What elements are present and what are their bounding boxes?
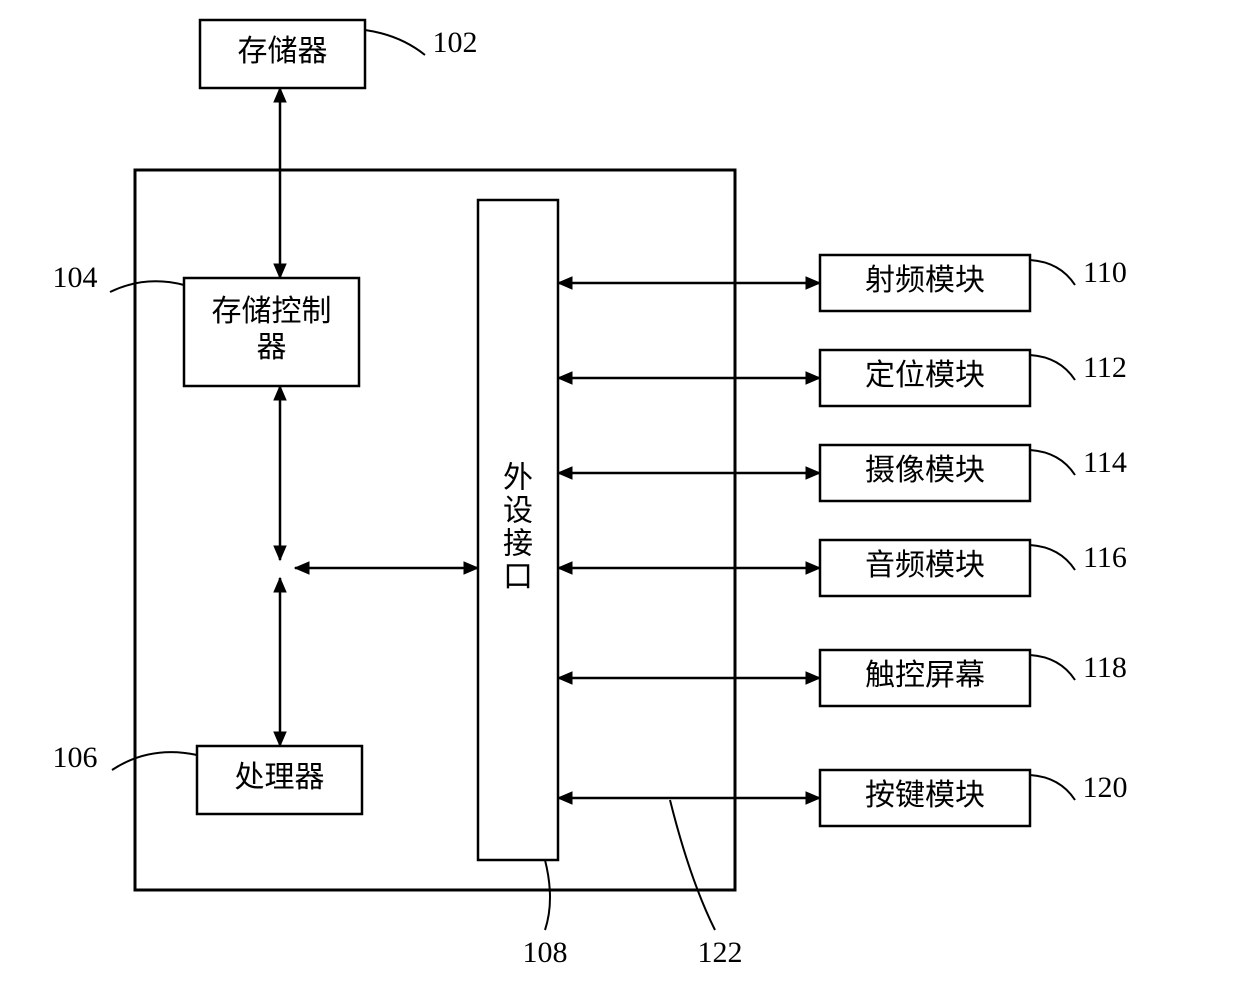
label-periph-2: 接 bbox=[503, 527, 533, 560]
label-periph-3: 口 bbox=[503, 560, 533, 593]
ref-pos: 112 bbox=[1083, 351, 1127, 384]
leader-pos bbox=[1030, 355, 1075, 380]
label-mem_ctrl-l1: 存储控制 bbox=[212, 295, 332, 328]
label-touch: 触控屏幕 bbox=[865, 659, 985, 692]
leader-touch bbox=[1030, 655, 1075, 680]
ref-mem_ctrl: 104 bbox=[53, 261, 98, 294]
ref-rf: 110 bbox=[1083, 256, 1127, 289]
leader-cam bbox=[1030, 450, 1075, 475]
leader-rf bbox=[1030, 260, 1075, 285]
ref-processor: 106 bbox=[53, 741, 98, 774]
leader-key bbox=[1030, 775, 1075, 800]
diagram-canvas: 存储器 102 存储控制器 104 处理器 106 外设接口 108 射频模块 110 定位模块 11… bbox=[0, 0, 1240, 985]
label-periph-0: 外 bbox=[503, 461, 533, 494]
ref-touch: 118 bbox=[1083, 651, 1127, 684]
ref-122: 122 bbox=[698, 936, 743, 969]
label-memory: 存储器 bbox=[238, 35, 328, 68]
ref-key: 120 bbox=[1083, 771, 1128, 804]
label-cam: 摄像模块 bbox=[865, 454, 985, 487]
ref-audio: 116 bbox=[1083, 541, 1127, 574]
leader-audio bbox=[1030, 545, 1075, 570]
label-processor: 处理器 bbox=[235, 761, 325, 794]
label-pos: 定位模块 bbox=[865, 359, 985, 392]
label-key: 按键模块 bbox=[865, 779, 985, 812]
leader-memory bbox=[365, 30, 425, 55]
label-mem_ctrl-l2: 器 bbox=[257, 331, 287, 364]
ref-memory: 102 bbox=[433, 26, 478, 59]
label-rf: 射频模块 bbox=[865, 264, 985, 297]
label-periph-1: 设 bbox=[503, 494, 533, 527]
label-audio: 音频模块 bbox=[865, 549, 985, 582]
ref-periph: 108 bbox=[523, 936, 568, 969]
ref-cam: 114 bbox=[1083, 446, 1127, 479]
